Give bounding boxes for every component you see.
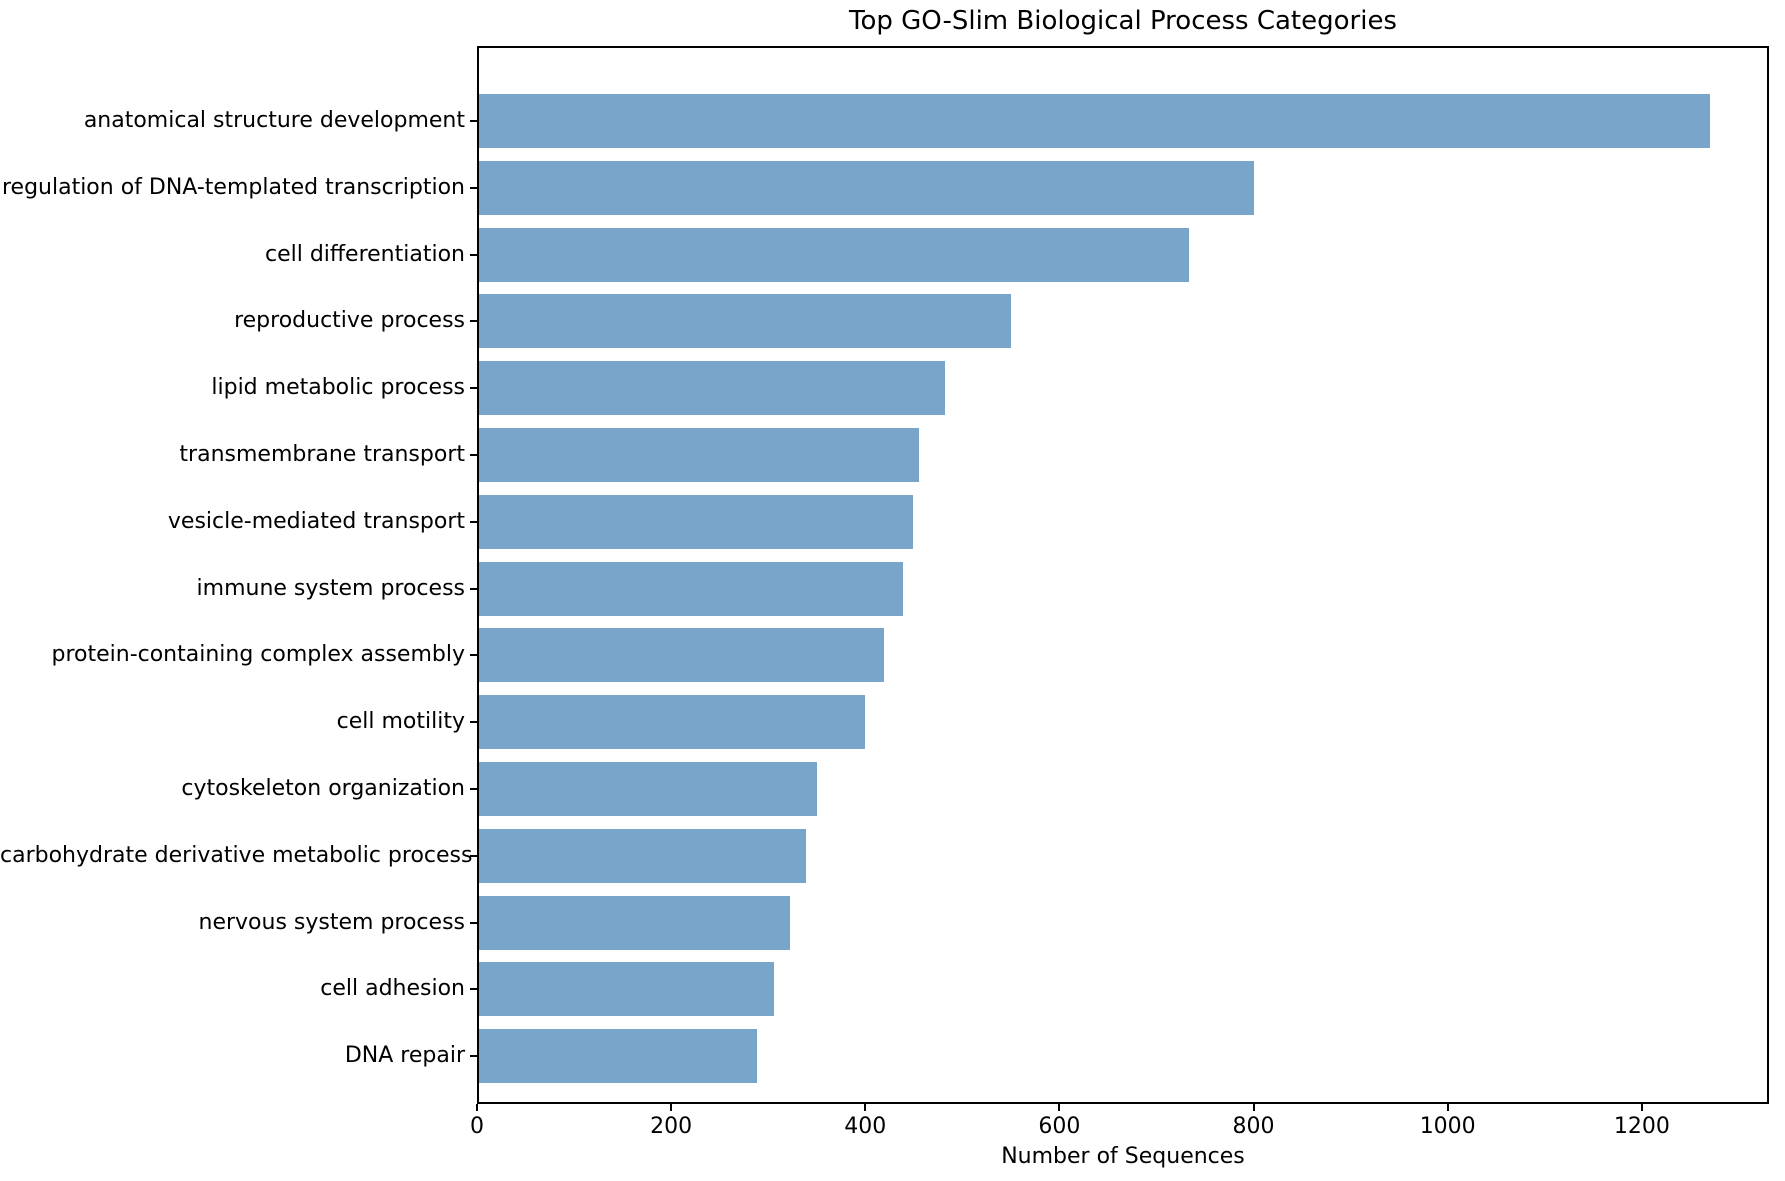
chart-title: Top GO-Slim Biological Process Categorie…	[849, 6, 1397, 36]
y-tick-mark-1	[470, 186, 477, 189]
bar-8	[479, 628, 884, 683]
x-tick-label-3: 600	[1038, 1114, 1081, 1139]
y-tick-mark-13	[470, 988, 477, 991]
y-tick-label-2: cell differentiation	[264, 241, 465, 267]
bar-13	[479, 962, 774, 1017]
bar-4	[479, 361, 945, 416]
x-tick-mark-5	[1446, 1104, 1449, 1111]
y-tick-mark-4	[470, 387, 477, 390]
bar-5	[479, 428, 919, 482]
x-tick-mark-0	[476, 1104, 478, 1111]
y-tick-mark-5	[470, 454, 477, 456]
y-tick-label-14: DNA repair	[344, 1043, 465, 1069]
bar-12	[479, 895, 790, 950]
x-tick-label-6: 1200	[1613, 1114, 1670, 1139]
x-axis-label: Number of Sequences	[1001, 1144, 1245, 1169]
bar-0	[479, 94, 1710, 148]
x-tick-label-4: 800	[1232, 1114, 1275, 1139]
bar-11	[479, 828, 806, 883]
bar-7	[479, 561, 903, 616]
x-tick-label-0: 0	[470, 1114, 484, 1139]
x-tick-mark-3	[1058, 1104, 1061, 1111]
y-tick-mark-6	[470, 520, 477, 523]
y-tick-mark-8	[470, 654, 477, 657]
y-tick-mark-0	[470, 120, 477, 122]
y-tick-label-1: regulation of DNA-templated transcriptio…	[1, 174, 465, 200]
x-tick-mark-2	[864, 1104, 867, 1111]
y-tick-mark-10	[470, 788, 477, 790]
y-tick-label-8: protein-containing complex assembly	[51, 642, 465, 668]
y-tick-mark-12	[470, 921, 477, 924]
y-tick-label-9: cell motility	[336, 709, 465, 735]
x-tick-label-1: 200	[650, 1114, 693, 1139]
y-tick-label-12: nervous system process	[198, 909, 465, 935]
x-tick-label-5: 1000	[1419, 1114, 1476, 1139]
bar-3	[479, 294, 1011, 349]
bar-14	[479, 1029, 757, 1084]
plot-area	[477, 46, 1769, 1104]
y-tick-label-11: carbohydrate derivative metabolic proces…	[0, 842, 473, 868]
y-tick-label-5: transmembrane transport	[179, 442, 465, 467]
y-tick-mark-9	[470, 721, 477, 724]
bar-9	[479, 695, 865, 750]
y-tick-mark-2	[470, 253, 477, 256]
y-tick-label-10: cytoskeleton organization	[181, 776, 465, 801]
y-tick-label-4: lipid metabolic process	[211, 375, 465, 401]
x-tick-label-2: 400	[844, 1114, 887, 1139]
y-tick-mark-14	[470, 1055, 477, 1058]
y-tick-mark-3	[470, 320, 477, 323]
bar-10	[479, 762, 817, 816]
bar-1	[479, 160, 1254, 215]
bar-6	[479, 494, 913, 549]
y-tick-label-6: vesicle-mediated transport	[167, 508, 465, 534]
y-tick-label-7: immune system process	[196, 575, 465, 601]
x-tick-mark-6	[1640, 1104, 1643, 1111]
y-tick-mark-11	[470, 854, 477, 857]
y-tick-label-0: anatomical structure development	[83, 108, 465, 133]
x-tick-mark-4	[1252, 1104, 1255, 1111]
y-tick-label-3: reproductive process	[234, 308, 465, 334]
y-tick-label-13: cell adhesion	[320, 976, 465, 1002]
y-tick-mark-7	[470, 587, 477, 590]
x-tick-mark-1	[670, 1104, 673, 1111]
bar-2	[479, 227, 1189, 282]
